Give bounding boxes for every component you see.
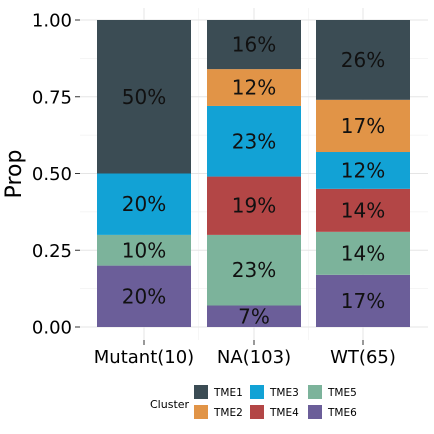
legend-label-tme6: TME6 — [327, 407, 357, 419]
bar-segment-tme3 — [97, 173, 191, 235]
bar-segment-tme5 — [207, 234, 301, 306]
data-label: 10% — [122, 238, 166, 262]
bar-segment-tme1 — [207, 20, 301, 70]
data-label: 23% — [232, 258, 276, 282]
y-tick-label: 0.75 — [32, 87, 72, 108]
data-label: 12% — [341, 158, 385, 182]
data-label: 20% — [122, 284, 166, 308]
bar-segment-tme6 — [207, 305, 301, 327]
bar-segment-tme5 — [316, 231, 410, 275]
legend-swatch-tme2 — [194, 405, 208, 419]
data-label: 14% — [341, 241, 385, 265]
data-label: 26% — [341, 48, 385, 72]
legend-swatch-tme4 — [250, 405, 264, 419]
legend-label-tme4: TME4 — [269, 407, 299, 419]
bar-segment-tme4 — [316, 188, 410, 232]
data-label: 23% — [232, 129, 276, 153]
y-tick-label: 0.25 — [32, 241, 72, 262]
y-axis-title: Prop — [2, 150, 27, 199]
bar-segment-tme2 — [316, 99, 410, 153]
bar-segment-tme3 — [316, 152, 410, 189]
y-tick-label: 1.00 — [32, 11, 72, 32]
y-axis: 0.00 0.25 0.50 0.75 1.00 — [32, 11, 80, 339]
x-tick-label: NA(103) — [217, 347, 291, 368]
bar-segment-tme3 — [207, 105, 301, 177]
y-tick-label: 0.00 — [32, 318, 72, 339]
data-labels-layer: 20% 10% 20% 50% 7% 23% 19% 23% 12% 16% 17% 14% 14% 12… — [122, 33, 385, 329]
legend-swatch-tme5 — [308, 385, 322, 399]
legend-swatch-tme3 — [250, 385, 264, 399]
y-tick-label: 0.50 — [32, 164, 72, 185]
bar-segment-tme5 — [97, 234, 191, 266]
data-label: 20% — [122, 192, 166, 216]
legend-swatch-tme6 — [308, 405, 322, 419]
data-label: 17% — [341, 289, 385, 313]
data-label: 50% — [122, 85, 166, 109]
bar-segment-tme2 — [207, 69, 301, 106]
data-label: 16% — [232, 33, 276, 57]
legend-title: Cluster — [150, 398, 190, 411]
bar-segment-tme6 — [316, 274, 410, 327]
legend-label-tme2: TME2 — [213, 407, 243, 419]
data-label: 7% — [238, 304, 270, 328]
bar-segment-tme1 — [316, 20, 410, 100]
legend: Cluster TME1 TME2 TME3 TME4 TME5 TME6 — [150, 385, 357, 419]
bar-segment-tme4 — [207, 176, 301, 235]
data-label: 14% — [341, 198, 385, 222]
x-tick-label: WT(65) — [330, 347, 396, 368]
x-tick-label: Mutant(10) — [94, 347, 194, 368]
legend-label-tme3: TME3 — [269, 387, 299, 399]
legend-swatch-tme1 — [194, 385, 208, 399]
data-label: 12% — [232, 76, 276, 100]
data-label: 19% — [232, 194, 276, 218]
x-axis: Mutant(10) NA(103) WT(65) — [94, 340, 396, 368]
legend-label-tme1: TME1 — [213, 387, 243, 399]
data-label: 17% — [341, 114, 385, 138]
bar-segment-tme6 — [97, 265, 191, 327]
bars-layer — [97, 20, 410, 327]
legend-label-tme5: TME5 — [327, 387, 357, 399]
bar-segment-tme1 — [97, 20, 191, 174]
